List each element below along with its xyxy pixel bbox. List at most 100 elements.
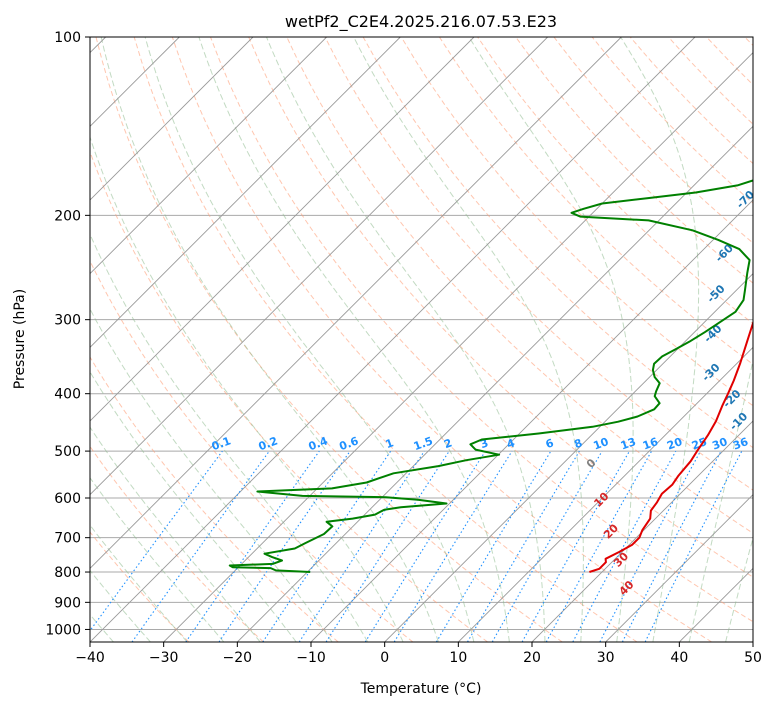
dry-adiabat-line [90, 445, 264, 642]
moist-adiabat-line [144, 37, 475, 642]
x-tick-label: 10 [449, 650, 467, 666]
mixing-ratio-line [621, 450, 722, 642]
mixing-ratio-line [521, 450, 630, 642]
y-tick-label: 700 [54, 531, 81, 547]
temperature-profile-line [589, 319, 753, 573]
isotherm-line [90, 37, 696, 642]
dry-adiabat-line [95, 37, 563, 642]
x-tick-label: −30 [149, 650, 179, 666]
mixing-ratio-line [185, 450, 320, 642]
x-tick-label: 40 [670, 650, 688, 666]
moist-adiabat-line [762, 37, 775, 642]
y-tick-label: 200 [54, 208, 81, 224]
moist-adiabat-line [266, 37, 546, 642]
moist-adiabat-label: 40 [617, 578, 637, 598]
isotherm-line [531, 420, 753, 642]
dry-adiabat-line [210, 37, 753, 623]
moist-adiabat-label: 0 [584, 456, 599, 471]
dry-adiabat-line [553, 37, 753, 244]
mixing-ratio-line [435, 450, 552, 642]
dewpoint-profile-line [228, 179, 753, 573]
moist-adiabat-line [468, 37, 634, 642]
mixing-ratio-line [644, 450, 743, 642]
moist-adiabat-line [725, 536, 753, 642]
adiabat-label: -80 [756, 144, 775, 167]
dry-adiabat-line [133, 37, 638, 642]
mixing-ratio-label: 4 [505, 436, 517, 451]
moist-adiabat-label: 20 [601, 521, 621, 541]
isotherm-line [90, 37, 254, 201]
mixing-ratio-label: 3 [478, 436, 490, 451]
isotherm-line [90, 37, 475, 422]
dry-adiabat-line [706, 37, 753, 86]
mixing-ratio-label: 30 [710, 435, 729, 453]
x-tick-label: 0 [380, 650, 389, 666]
isotherm-line [90, 37, 622, 569]
plot-frame [89, 36, 754, 643]
moist-adiabat-line [90, 569, 151, 642]
dry-adiabat-line [90, 259, 414, 642]
mixing-ratio-line [262, 450, 392, 642]
mixing-ratio-line [393, 450, 513, 642]
y-tick-label: 1000 [45, 622, 81, 638]
x-tick-label: 50 [744, 650, 762, 666]
dry-adiabat-line [90, 531, 190, 642]
dry-adiabat-line [324, 37, 753, 491]
x-tick-label: −40 [75, 650, 105, 666]
moist-adiabat-line [198, 37, 510, 642]
moist-adiabat-line [688, 358, 753, 642]
mixing-ratio-label: 0.6 [338, 434, 361, 453]
mixing-ratio-line [599, 450, 701, 642]
isotherm-line [752, 641, 753, 642]
isotherm-line [90, 37, 548, 496]
mixing-ratio-line [298, 450, 425, 642]
isotherm-line [90, 37, 401, 348]
moist-adiabat-line [620, 37, 700, 642]
mixing-ratio-line [572, 450, 677, 642]
moist-adiabat-line [353, 37, 584, 642]
mixing-ratio-label: 20 [665, 435, 684, 453]
isotherm-line [163, 52, 753, 642]
y-tick-label: 500 [54, 444, 81, 460]
y-axis-title: Pressure (hPa) [12, 289, 28, 389]
adiabat-label: -20 [720, 387, 743, 410]
isotherm-line [605, 494, 753, 642]
dry-adiabat-line [400, 37, 753, 407]
y-tick-label: 400 [54, 387, 81, 403]
moist-adiabat-line [90, 370, 297, 642]
isotherm-line [384, 273, 753, 642]
x-axis: −40 −30 −20 −10 0 10 20 30 40 50 [75, 642, 762, 666]
mixing-ratio-label: 2 [442, 436, 454, 451]
mixing-ratio-label: 0.2 [257, 434, 280, 453]
moist-adiabat-line [90, 476, 225, 642]
moist-adiabat-line [90, 426, 261, 642]
mixing-ratio-label: 1 [384, 436, 396, 451]
y-tick-label: 800 [54, 565, 81, 581]
adiabat-label: -60 [713, 241, 736, 264]
isotherm-line [237, 125, 753, 642]
moist-adiabat-line [90, 524, 188, 642]
background-lines [90, 37, 775, 642]
mixing-ratio-line [218, 450, 351, 642]
mixing-ratio-line [325, 450, 450, 642]
y-tick-label: 600 [54, 491, 81, 507]
dry-adiabat-line [90, 356, 339, 642]
dry-adiabat-line [515, 37, 753, 284]
dry-adiabat-line [90, 150, 488, 642]
chart-title: wetPf2_C2E4.2025.216.07.53.E23 [285, 12, 557, 32]
isotherm-line [458, 346, 753, 642]
x-tick-label: −10 [296, 650, 326, 666]
moist-adiabat-label: 30 [611, 549, 631, 569]
y-tick-label: 300 [54, 313, 81, 329]
adiabat-label: -70 [734, 188, 757, 211]
mixing-ratio-label: 13 [619, 435, 638, 452]
moist-adiabat-line [90, 135, 404, 642]
dry-adiabat-line [171, 37, 712, 642]
mixing-ratio-label: 0.1 [210, 434, 233, 453]
dry-adiabat-line [438, 37, 753, 366]
y-tick-label: 900 [54, 595, 81, 611]
x-tick-label: −20 [223, 650, 253, 666]
mixing-ratio-label: 10 [592, 435, 611, 453]
x-axis-title: Temperature (°C) [360, 681, 482, 697]
